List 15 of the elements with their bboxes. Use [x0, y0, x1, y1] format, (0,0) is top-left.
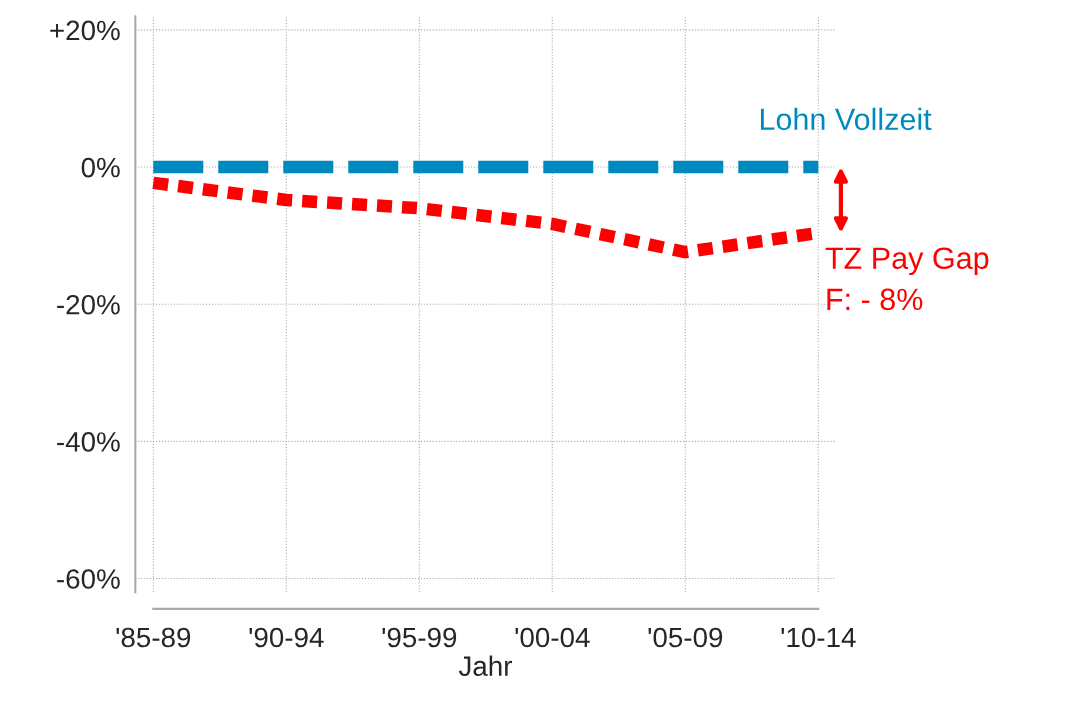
y-tick-label: 0% [81, 157, 120, 178]
x-tick-label: '95-99 [382, 627, 457, 648]
series-label: Lohn Vollzeit [760, 107, 932, 131]
x-tick-label: '00-04 [515, 627, 590, 648]
x-tick-label: '85-89 [116, 627, 191, 648]
x-tick-label: '10-14 [781, 627, 856, 648]
y-tick-label: -60% [57, 569, 120, 589]
y-tick-label: -40% [57, 432, 120, 452]
y-tick-label: -20% [57, 294, 120, 315]
y-tick-label: +20% [50, 20, 120, 41]
legend-label: TZ Pay Gap [825, 247, 989, 276]
annotation: F: - 8% [827, 288, 923, 311]
x-tick-label: '90-94 [249, 627, 324, 648]
x-axis-title: Jahr [458, 655, 513, 676]
x-tick-label: '05-09 [648, 627, 723, 648]
